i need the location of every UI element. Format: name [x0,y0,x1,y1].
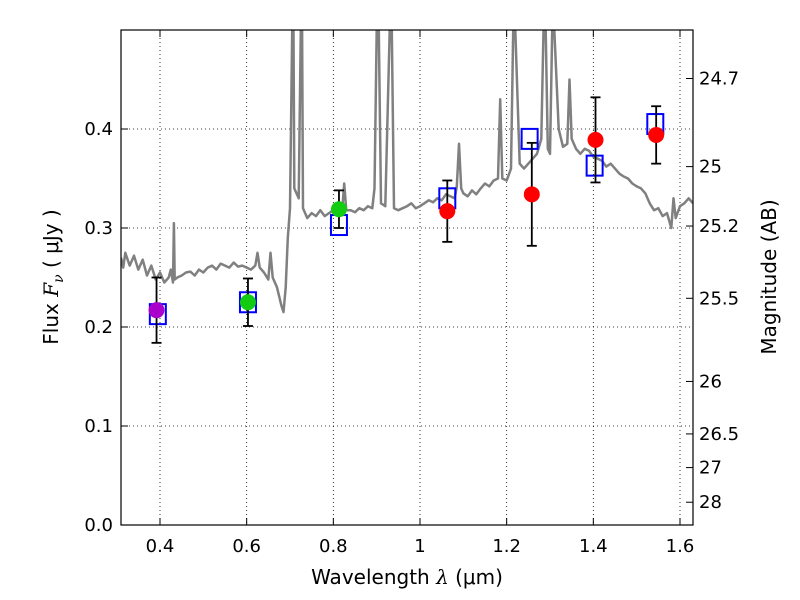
x-tick-label: 0.8 [319,536,348,557]
y-tick-label: 0.2 [84,317,113,338]
observed-point [523,186,540,203]
y2-tick-label: 24.7 [699,69,739,90]
y2-tick-label: 25 [699,157,722,178]
observed-point [330,201,347,218]
x-tick-label: 1.4 [579,536,608,557]
observed-point [648,126,665,143]
x-tick-label: 1 [414,536,425,557]
x-tick-label: 1.2 [492,536,521,557]
observed-point [587,131,604,148]
plot-frame [120,29,694,526]
observed-point [439,203,456,220]
y-tick-label: 0.1 [84,416,113,437]
x-tick-label: 0.4 [146,536,175,557]
ticks: 0.4 0.6 0.8 1 1.2 1.4 1.6 0.0 0.1 0.2 0.3 0.4 24.7 25… [84,30,739,557]
model-square-point [520,127,539,150]
y2-tick-label: 25.5 [699,288,739,309]
observed-point [239,294,256,311]
y-tick-label: 0.3 [84,218,113,239]
y2-tick-label: 26 [699,371,722,392]
plot-area [121,30,693,314]
y2-axis-title: Magnitude (AB) [757,199,781,354]
x-tick-label: 0.6 [232,536,261,557]
x-tick-label: 1.6 [666,536,695,557]
y-axis-title: Flux Fν ( μJy ) [39,209,67,344]
y2-tick-label: 27 [699,458,722,479]
y-tick-label: 0.0 [84,515,113,536]
x-axis-title: Wavelength λ (μm) [311,565,503,589]
y2-tick-label: 26.5 [699,424,739,445]
markers [148,96,665,344]
y-tick-label: 0.4 [84,119,113,140]
spectrum-line [121,30,693,314]
y2-tick-label: 28 [699,492,722,513]
observed-point [148,302,165,319]
y2-tick-label: 25.2 [699,216,739,237]
